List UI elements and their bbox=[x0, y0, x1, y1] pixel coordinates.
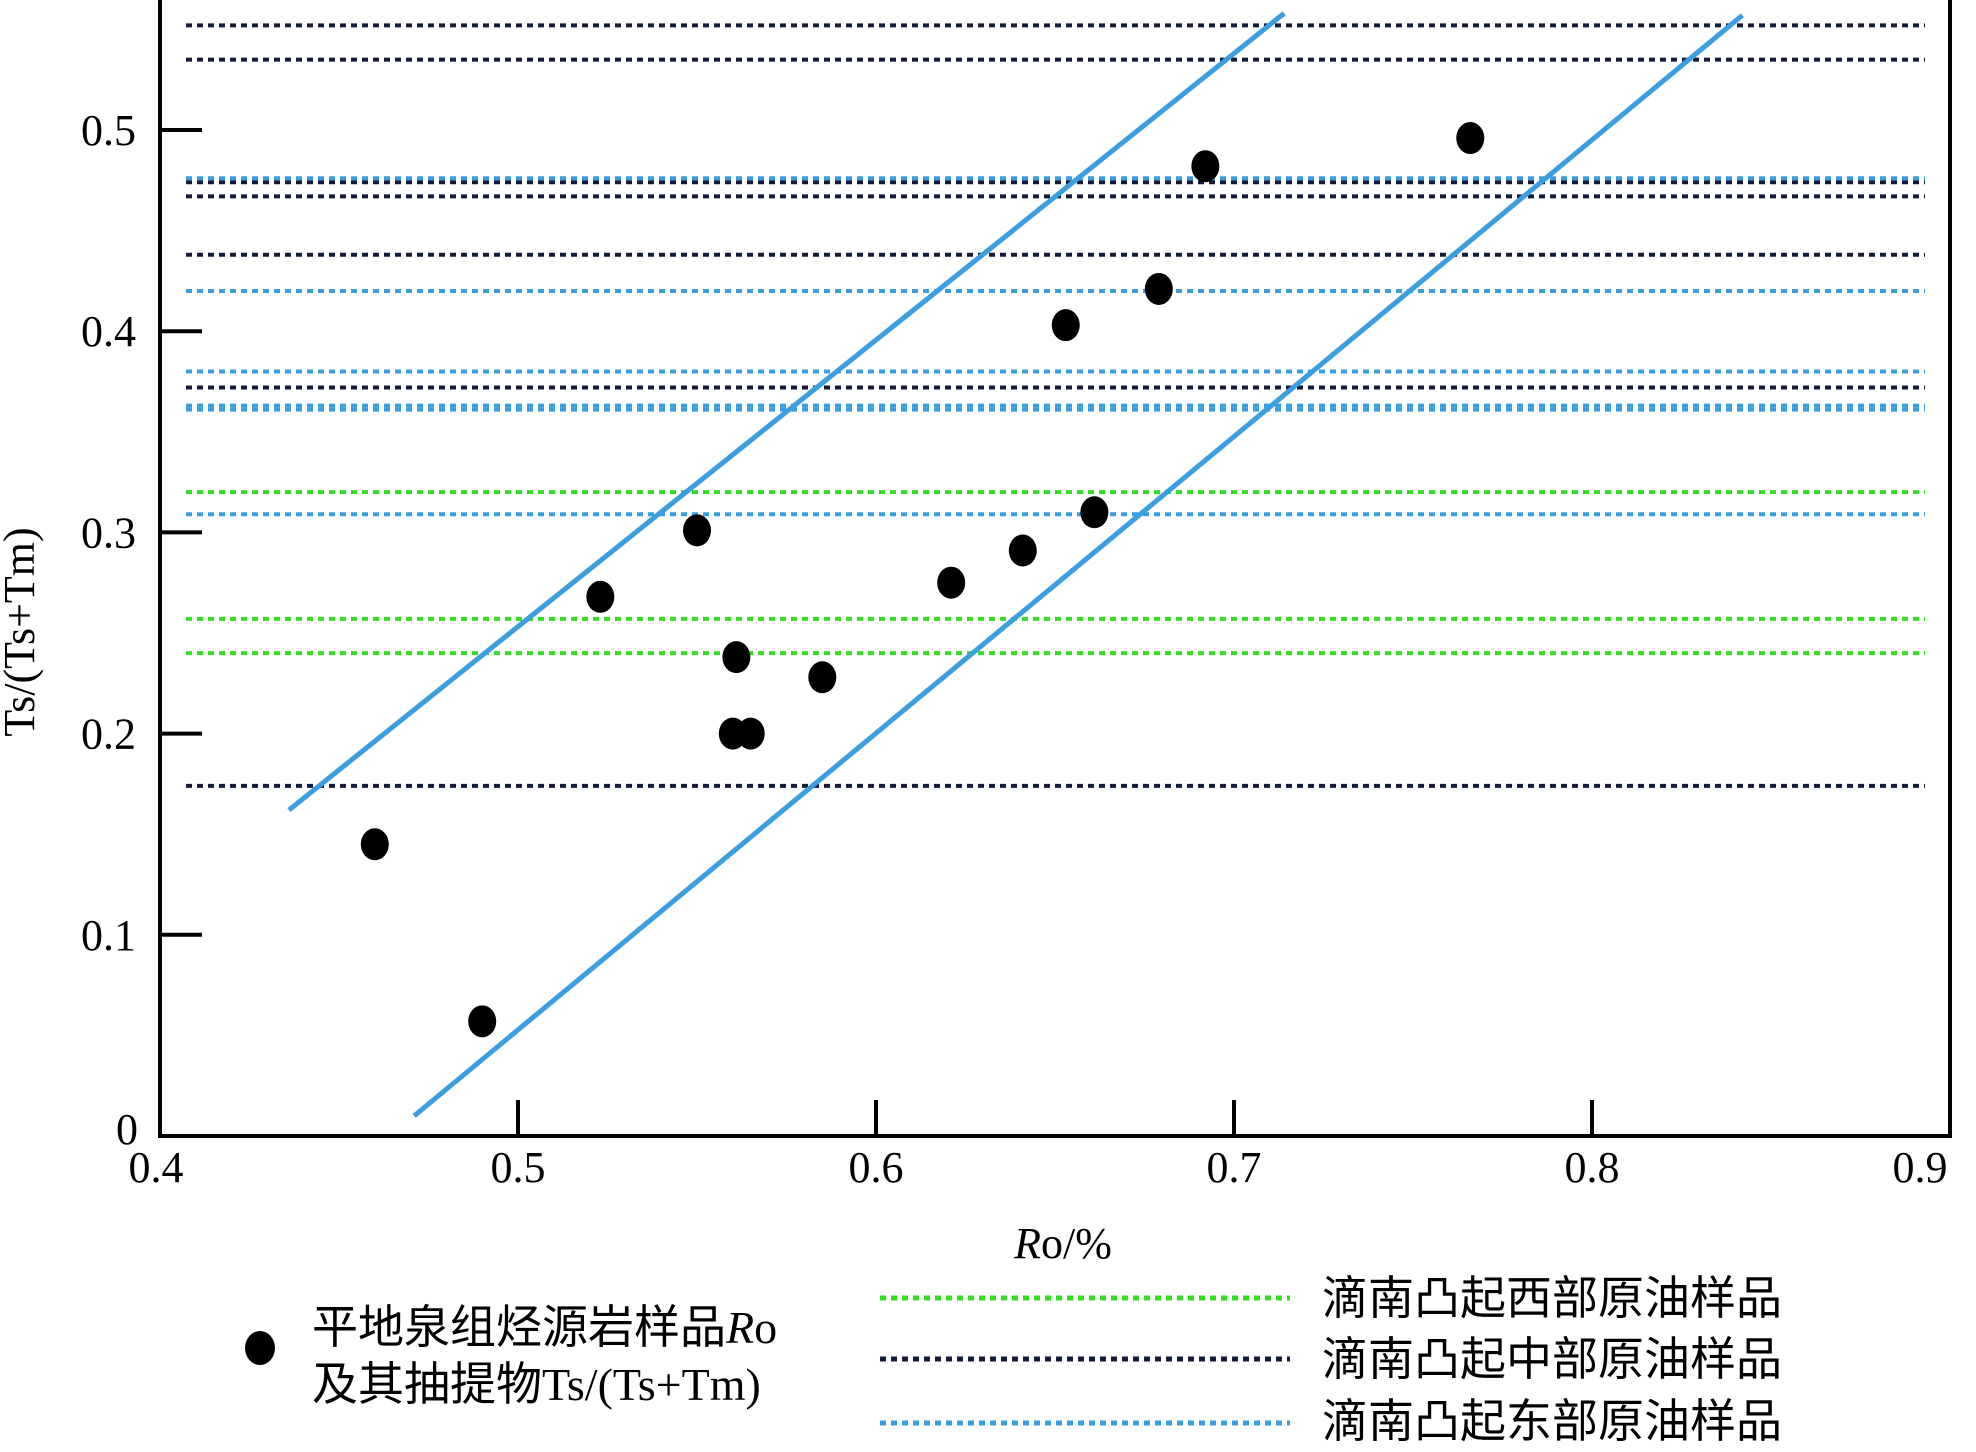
y-tick-label: 0.1 bbox=[81, 911, 136, 960]
plot-frame bbox=[158, 0, 1952, 1138]
x-tick-label: 0.9 bbox=[1893, 1143, 1948, 1192]
data-point bbox=[586, 580, 615, 613]
trend-line bbox=[287, 11, 1286, 813]
data-point bbox=[360, 828, 389, 861]
x-axis-ticks: 0.4 0.5 0.6 0.7 0.8 0.9 bbox=[129, 1100, 1948, 1192]
y-tick-label: 0.2 bbox=[81, 710, 136, 759]
legend-label-samples-line2: 及其抽提物Ts/(Ts+Tm) bbox=[312, 1359, 761, 1410]
y-axis-ticks: 0 0.1 0.2 0.3 0.4 0.5 bbox=[81, 106, 202, 1154]
legend-label-samples-tail: o bbox=[754, 1302, 777, 1353]
data-point bbox=[808, 661, 837, 694]
data-point bbox=[1051, 309, 1080, 342]
data-point bbox=[1144, 272, 1173, 305]
x-tick-label: 0.5 bbox=[491, 1143, 546, 1192]
legend-label-west: 滴南凸起西部原油样品 bbox=[1322, 1273, 1782, 1324]
data-point bbox=[736, 717, 765, 750]
data-points bbox=[360, 122, 1485, 1038]
legend-label-samples-text: 平地泉组烃源岩样品 bbox=[312, 1302, 726, 1353]
data-point bbox=[937, 566, 966, 599]
data-point bbox=[1080, 496, 1109, 529]
x-axis-title-italic: R bbox=[1013, 1219, 1041, 1268]
x-tick-label: 0.7 bbox=[1207, 1143, 1262, 1192]
legend-label-east: 滴南凸起东部原油样品 bbox=[1322, 1396, 1782, 1447]
x-tick-label: 0.6 bbox=[849, 1143, 904, 1192]
trend-line bbox=[412, 13, 1744, 1118]
y-axis-title: Ts/(Ts+Tm) bbox=[0, 527, 44, 736]
legend: 平地泉组烃源岩样品Ro 及其抽提物Ts/(Ts+Tm) 滴南凸起西部原油样品 滴… bbox=[245, 1273, 1782, 1447]
trend-lines bbox=[287, 11, 1744, 1118]
reference-lines bbox=[186, 23, 1925, 788]
legend-label-samples-italic: R bbox=[725, 1302, 754, 1353]
legend-label-central: 滴南凸起中部原油样品 bbox=[1322, 1334, 1782, 1385]
y-tick-label: 0.3 bbox=[81, 508, 136, 557]
y-tick-label: 0.4 bbox=[81, 307, 136, 356]
x-axis-title-rest: o/% bbox=[1041, 1219, 1112, 1268]
legend-label-samples-line1: 平地泉组烃源岩样品Ro bbox=[312, 1302, 777, 1353]
data-point bbox=[1008, 534, 1037, 567]
y-tick-label: 0 bbox=[116, 1105, 138, 1154]
x-tick-label: 0.4 bbox=[129, 1143, 184, 1192]
axes bbox=[158, 0, 1952, 1138]
y-tick-label: 0.5 bbox=[81, 106, 136, 155]
x-tick-label: 0.8 bbox=[1565, 1143, 1620, 1192]
legend-marker-point bbox=[245, 1331, 275, 1365]
data-point bbox=[468, 1005, 497, 1038]
data-point bbox=[683, 514, 711, 547]
data-point bbox=[1191, 150, 1220, 183]
data-point bbox=[1456, 122, 1485, 155]
data-point bbox=[722, 641, 751, 674]
x-axis-title: Ro/% bbox=[1013, 1219, 1112, 1268]
